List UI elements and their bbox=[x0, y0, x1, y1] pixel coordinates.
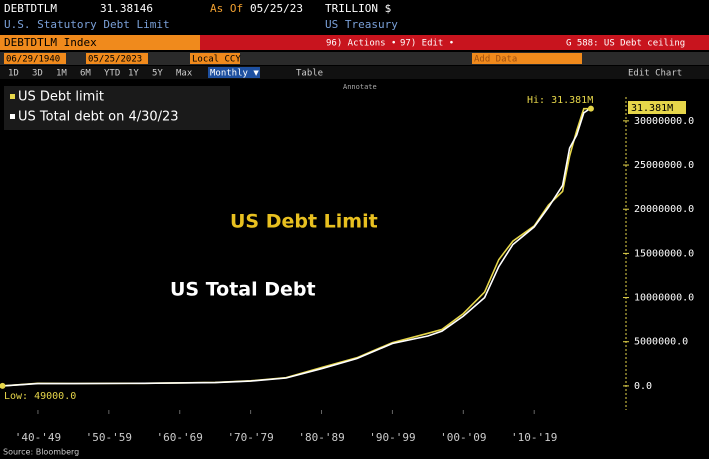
legend-box bbox=[4, 86, 230, 130]
page-name: G 588: US Debt ceiling bbox=[566, 39, 685, 49]
period-button[interactable]: 3D bbox=[32, 69, 43, 79]
action-bar bbox=[200, 35, 709, 50]
x-tick-label: '10-'19 bbox=[511, 431, 557, 444]
x-tick-label: '50-'59 bbox=[86, 431, 132, 444]
annotate[interactable]: Annotate bbox=[343, 83, 377, 91]
period-button[interactable]: 6M bbox=[80, 69, 91, 79]
y-tick-label: 25000000.0 bbox=[634, 160, 694, 171]
annotation: US Debt Limit bbox=[230, 211, 378, 233]
start-input[interactable] bbox=[4, 53, 66, 64]
end-date[interactable]: 05/25/2023 bbox=[88, 55, 142, 65]
x-tick-label: '40-'49 bbox=[15, 431, 61, 444]
period-button[interactable]: Max bbox=[176, 69, 193, 79]
frequency-button[interactable] bbox=[208, 67, 260, 78]
period-button[interactable]: 1D bbox=[8, 69, 19, 79]
y-tick-label: 10000000.0 bbox=[634, 293, 694, 304]
add-data-input[interactable] bbox=[472, 53, 582, 64]
last-value: 31.38146 bbox=[100, 2, 153, 15]
x-tick-label: '90-'99 bbox=[369, 431, 415, 444]
y-tick-label: 30000000.0 bbox=[634, 116, 694, 127]
legend-swatch bbox=[10, 94, 15, 99]
hi-marker bbox=[587, 105, 594, 112]
legend-label: US Total debt on 4/30/23 bbox=[18, 110, 179, 125]
period-buttons: 1D 3D 1M 6M YTD 1Y 5Y Max bbox=[8, 69, 193, 79]
y-tick-label: 15000000.0 bbox=[634, 248, 694, 259]
legend-label: US Debt limit bbox=[18, 90, 104, 105]
x-tick-label: '80-'89 bbox=[298, 431, 344, 444]
end-input[interactable] bbox=[86, 53, 148, 64]
legend-swatch bbox=[10, 114, 15, 119]
y-tick-label: 5000000.0 bbox=[634, 337, 688, 348]
ticker: DEBTDTLM bbox=[4, 2, 57, 15]
currency[interactable]: Local CCY bbox=[192, 55, 241, 65]
security[interactable]: DEBTDTLM Index bbox=[4, 36, 97, 49]
period-button[interactable]: 5Y bbox=[152, 69, 163, 79]
units: TRILLION $ bbox=[325, 2, 391, 15]
x-tick-label: '00-'09 bbox=[440, 431, 486, 444]
last-label: 31.381M bbox=[631, 103, 673, 114]
low-label: Low: 49000.0 bbox=[4, 391, 76, 402]
y-tick-label: 20000000.0 bbox=[634, 204, 694, 215]
annotation: US Total Debt bbox=[170, 279, 316, 301]
low-marker bbox=[0, 382, 6, 389]
y-tick-label: 0.0 bbox=[634, 381, 652, 392]
as-of-label: As Of bbox=[210, 2, 243, 15]
actions-menu[interactable]: 96) Actions • bbox=[326, 39, 396, 49]
period-button[interactable]: 1Y bbox=[128, 69, 139, 79]
table-button[interactable]: Table bbox=[296, 69, 323, 79]
as-of-date: 05/25/23 bbox=[250, 2, 303, 15]
x-tick-label: '70-'79 bbox=[227, 431, 273, 444]
start-date[interactable]: 06/29/1940 bbox=[6, 55, 60, 65]
period-row bbox=[0, 66, 709, 79]
frequency[interactable]: Monthly ▼ bbox=[210, 69, 259, 79]
period-button[interactable]: YTD bbox=[104, 69, 120, 79]
hi-label: Hi: 31.381M bbox=[527, 95, 593, 106]
last-tag bbox=[628, 101, 686, 114]
security-bar[interactable] bbox=[0, 35, 200, 50]
description: U.S. Statutory Debt Limit bbox=[4, 18, 170, 31]
x-tick-label: '60-'69 bbox=[157, 431, 203, 444]
edit-chart[interactable]: Edit Chart bbox=[628, 69, 682, 79]
currency-input[interactable] bbox=[190, 53, 240, 64]
add-data[interactable]: Add Data bbox=[474, 55, 517, 65]
source: Source: Bloomberg bbox=[3, 448, 79, 457]
series-line bbox=[2, 107, 592, 387]
edit-menu[interactable]: 97) Edit • bbox=[400, 39, 454, 49]
period-button[interactable]: 1M bbox=[56, 69, 67, 79]
source-name: US Treasury bbox=[325, 18, 398, 31]
